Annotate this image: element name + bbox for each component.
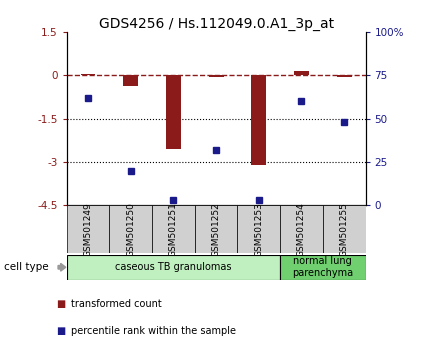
Bar <box>152 205 195 253</box>
Text: GSM501251: GSM501251 <box>169 202 178 257</box>
Text: GSM501249: GSM501249 <box>83 202 92 257</box>
Text: ■: ■ <box>56 326 65 336</box>
Text: cell type: cell type <box>4 262 49 272</box>
Text: normal lung
parenchyma: normal lung parenchyma <box>292 256 353 278</box>
Bar <box>195 205 237 253</box>
Bar <box>67 205 109 253</box>
Bar <box>67 255 280 280</box>
Bar <box>280 205 323 253</box>
Text: ■: ■ <box>56 299 65 309</box>
Bar <box>237 205 280 253</box>
Bar <box>123 75 138 86</box>
Bar <box>209 75 224 77</box>
Bar <box>294 71 309 75</box>
Text: GSM501254: GSM501254 <box>297 202 306 257</box>
Text: caseous TB granulomas: caseous TB granulomas <box>115 262 232 272</box>
Text: GSM501250: GSM501250 <box>126 202 135 257</box>
Text: transformed count: transformed count <box>71 299 162 309</box>
Bar <box>251 75 266 165</box>
Bar <box>280 255 366 280</box>
Text: percentile rank within the sample: percentile rank within the sample <box>71 326 236 336</box>
Text: GSM501255: GSM501255 <box>340 202 349 257</box>
Bar <box>109 205 152 253</box>
Bar <box>166 75 181 149</box>
Text: GSM501252: GSM501252 <box>212 202 221 257</box>
Title: GDS4256 / Hs.112049.0.A1_3p_at: GDS4256 / Hs.112049.0.A1_3p_at <box>98 17 334 31</box>
Bar <box>323 205 366 253</box>
Bar <box>80 74 95 75</box>
FancyArrow shape <box>58 263 66 271</box>
Bar <box>337 75 352 77</box>
Text: GSM501253: GSM501253 <box>254 202 263 257</box>
